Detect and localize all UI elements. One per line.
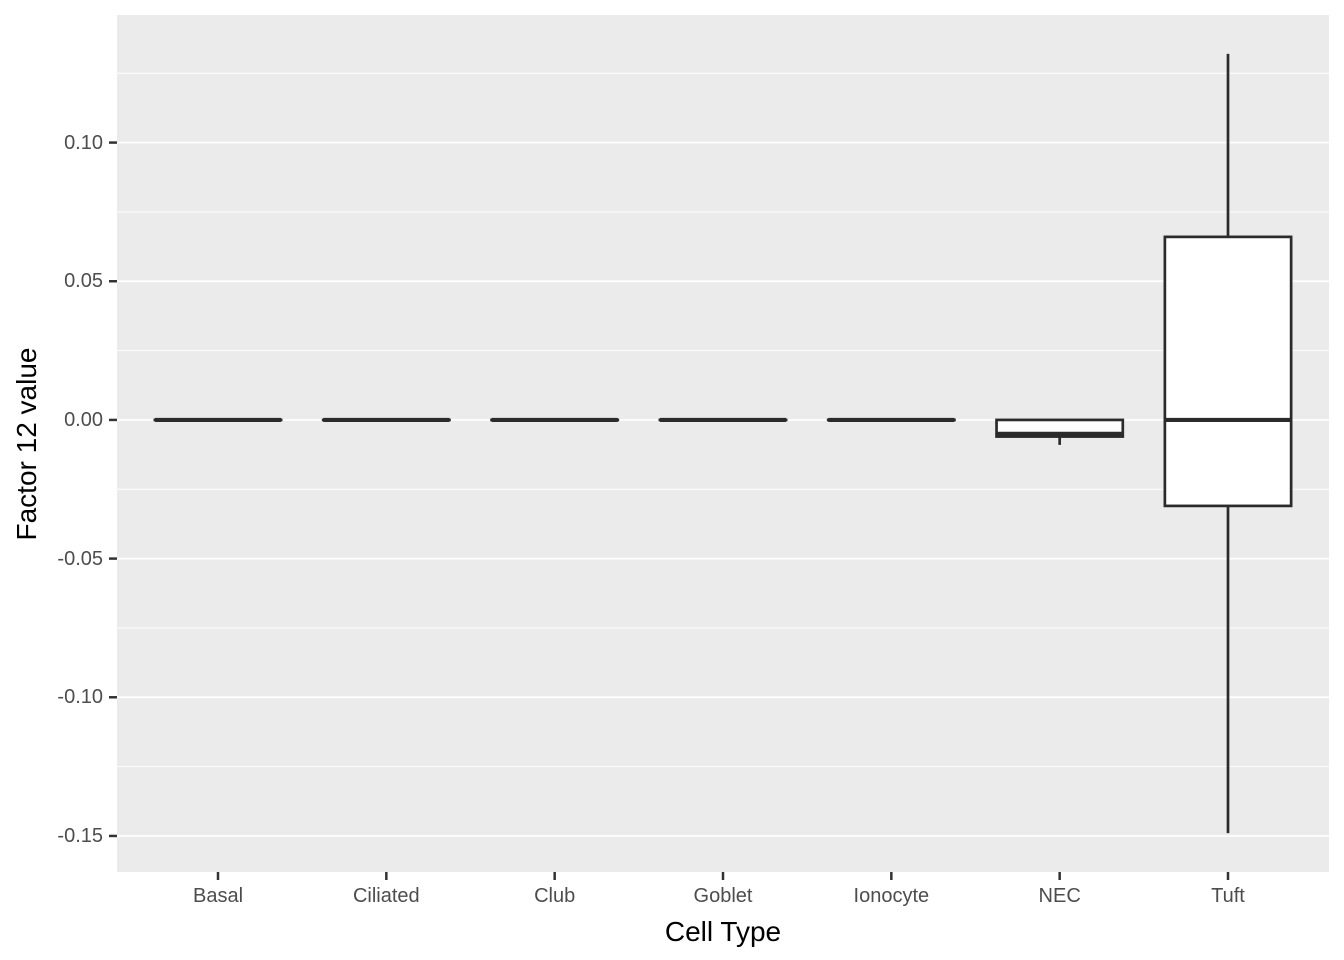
y-tick-label: -0.05 <box>57 547 103 570</box>
y-tick-label: -0.15 <box>57 824 103 847</box>
x-axis-title: Cell Type <box>664 916 782 947</box>
y-tick-label: 0.05 <box>64 270 103 293</box>
panel-background <box>117 15 1329 872</box>
y-tick-label: 0.00 <box>64 408 103 431</box>
x-tick-label: Basal <box>192 885 244 907</box>
y-tick-label: -0.10 <box>57 686 103 709</box>
y-tick-label: 0.10 <box>64 131 103 154</box>
x-tick-label: Tuft <box>1211 885 1245 907</box>
box-iqr <box>1163 235 1293 508</box>
x-tick-label: Club <box>534 885 576 907</box>
x-tick-label: Goblet <box>693 885 753 907</box>
x-tick-label: Ciliated <box>352 885 420 907</box>
y-axis-title: Factor 12 value <box>11 347 42 540</box>
x-tick-label: Ionocyte <box>853 885 930 907</box>
x-tick-label: NEC <box>1038 885 1081 907</box>
